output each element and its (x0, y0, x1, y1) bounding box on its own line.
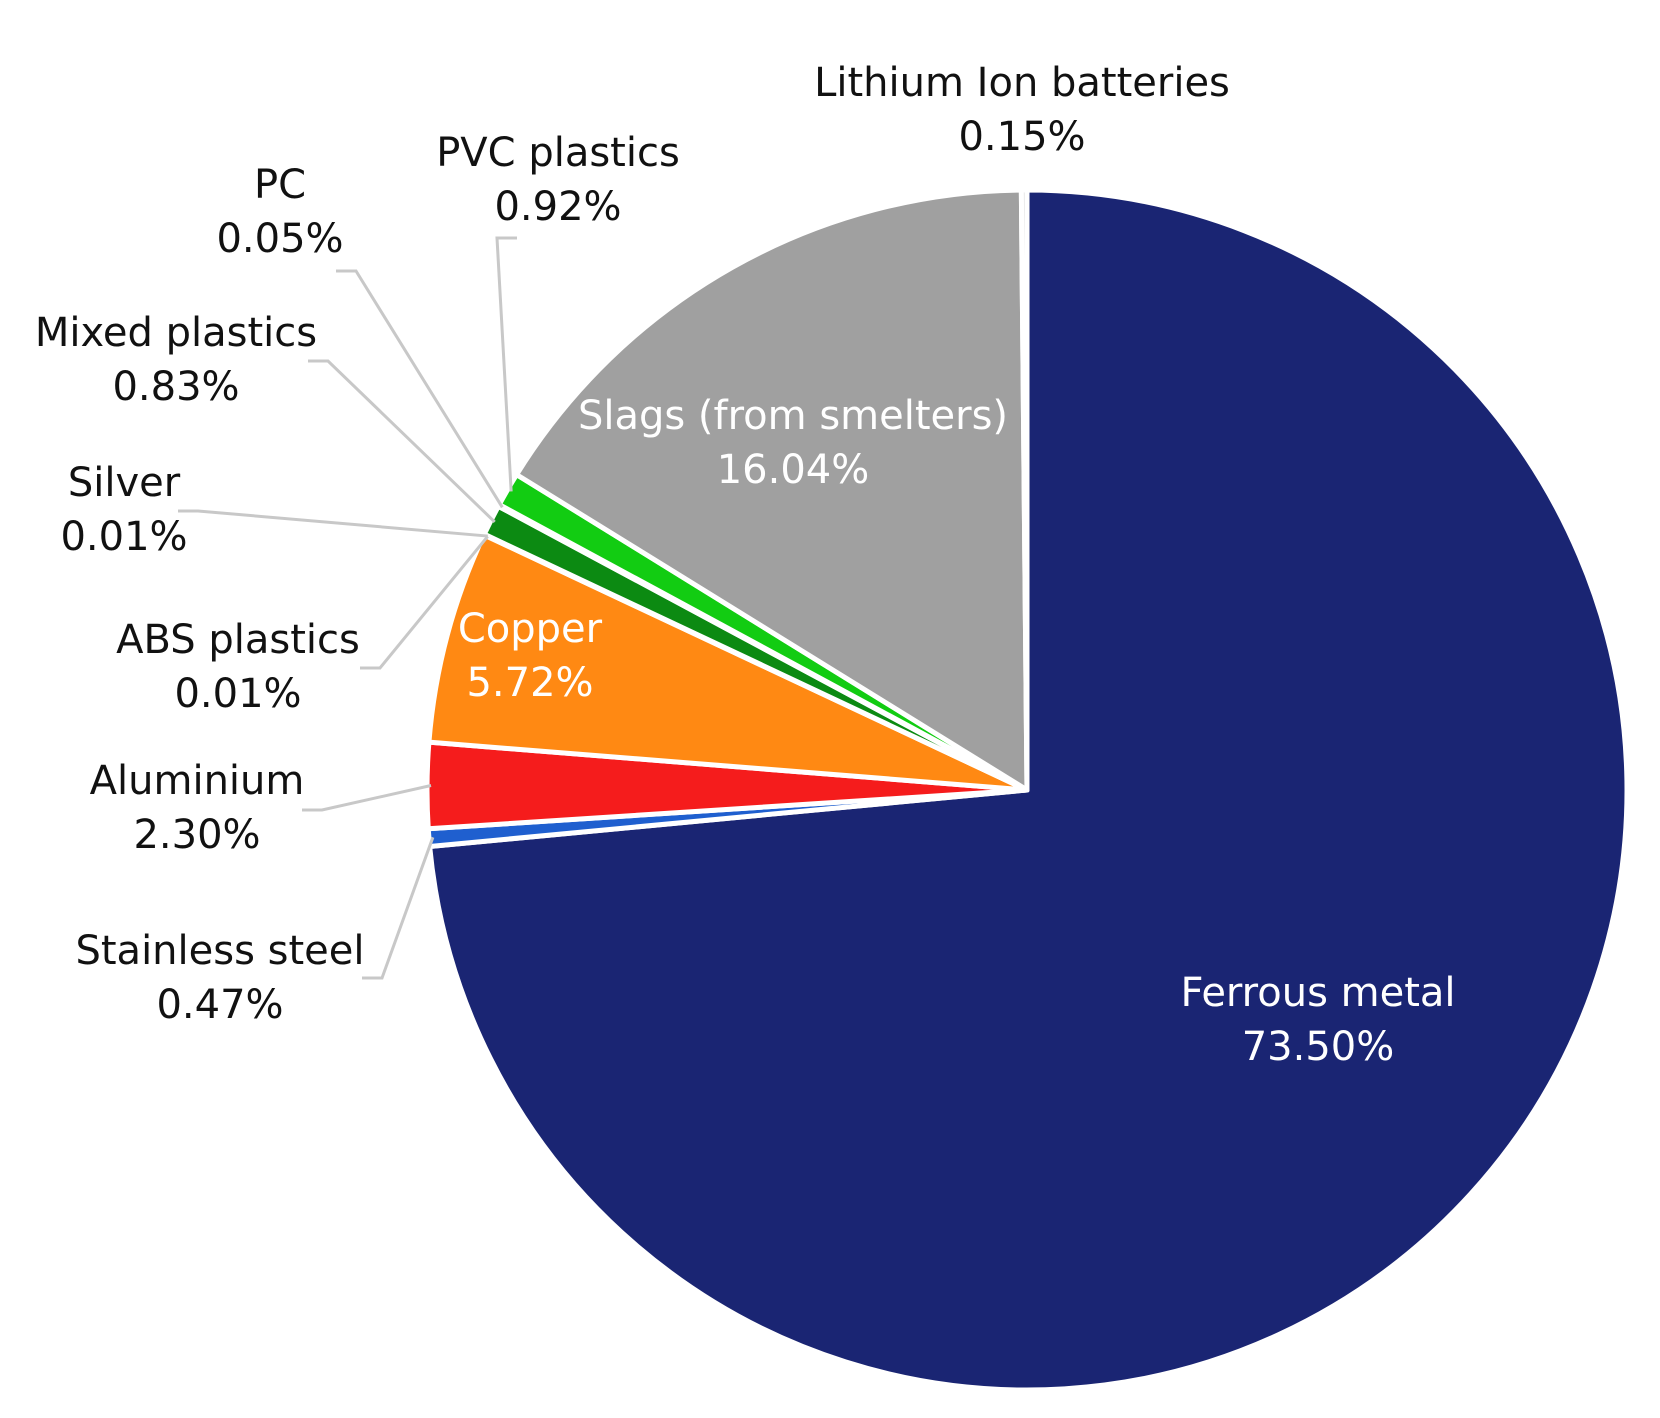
label-name: Lithium Ion batteries (814, 60, 1230, 106)
slice-lithium-ion-batteries (1018, 187, 1030, 793)
leader-pvc-plastics (495, 236, 517, 492)
label-value: 0.01% (60, 514, 187, 560)
label-value: 0.05% (216, 216, 343, 262)
label-value: 73.50% (1242, 1024, 1395, 1070)
label-name: ABS plastics (116, 617, 360, 663)
label-name: PVC plastics (436, 130, 680, 176)
leader-aluminium (302, 784, 432, 812)
leader-silver (178, 509, 488, 538)
slice-slags-from-smelters (514, 187, 1030, 793)
label-name: Silver (68, 460, 181, 506)
label-value: 5.72% (466, 660, 593, 706)
label-name: PC (254, 162, 306, 208)
label-copper: Copper 5.72% (458, 606, 603, 706)
label-value: 16.04% (717, 447, 870, 493)
label-value: 0.47% (156, 982, 283, 1028)
label-name: Copper (458, 606, 603, 652)
label-silver: Silver 0.01% (60, 460, 187, 560)
pie-slices (424, 187, 1630, 1393)
label-value: 0.15% (958, 114, 1085, 160)
leader-stainless-steel (362, 836, 435, 980)
label-stainless-steel: Stainless steel 0.47% (75, 928, 364, 1028)
slice-labels: Ferrous metal 73.50% Stainless steel 0.47% A… (35, 60, 1456, 1070)
label-name: Aluminium (90, 758, 305, 804)
leader-mixed-plastics (308, 359, 496, 524)
label-ferrous-metal: Ferrous metal 73.50% (1181, 970, 1456, 1070)
label-name: Slags (from smelters) (578, 393, 1008, 439)
label-name: Mixed plastics (35, 310, 317, 356)
label-lithium-ion-batteries: Lithium Ion batteries 0.15% (814, 60, 1230, 160)
label-mixed-plastics: Mixed plastics 0.83% (35, 310, 317, 410)
label-pvc-plastics: PVC plastics 0.92% (436, 130, 680, 230)
label-slags-from-smelters: Slags (from smelters) 16.04% (578, 393, 1008, 493)
label-name: Stainless steel (75, 928, 364, 974)
label-value: 0.01% (174, 671, 301, 717)
label-aluminium: Aluminium 2.30% (90, 758, 305, 858)
label-name: Ferrous metal (1181, 970, 1456, 1016)
leader-pc (336, 269, 504, 509)
label-pc: PC 0.05% (216, 162, 343, 262)
leader-lines (178, 236, 517, 980)
label-value: 0.83% (112, 364, 239, 410)
leader-abs-plastics (360, 535, 489, 670)
label-abs-plastics: ABS plastics 0.01% (116, 617, 360, 717)
label-value: 2.30% (133, 812, 260, 858)
label-value: 0.92% (494, 184, 621, 230)
